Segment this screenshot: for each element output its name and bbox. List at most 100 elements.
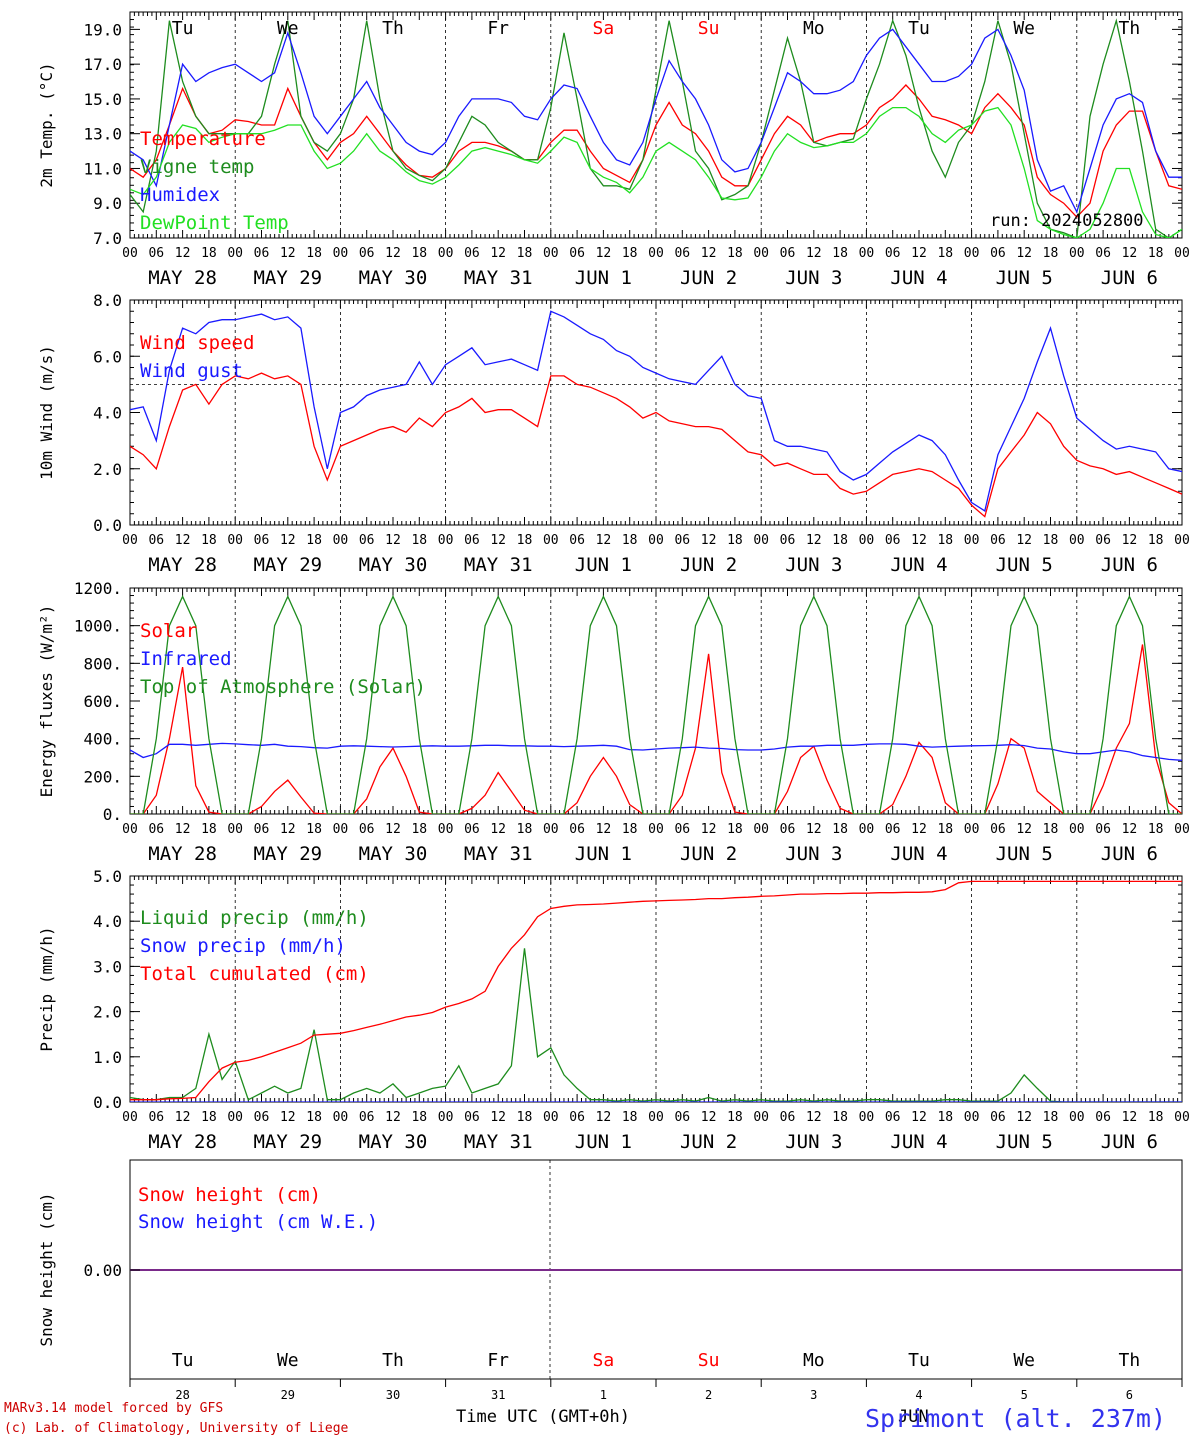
weekday-label: Tu [172, 1350, 194, 1371]
hour-tick-label: 06 [254, 1110, 270, 1125]
day-date-label: JUN 6 [1101, 554, 1158, 576]
hour-tick-label: 18 [306, 1110, 322, 1125]
weekday-label: Mo [803, 1350, 825, 1371]
hour-tick-label: 00 [964, 1110, 980, 1125]
series-line [130, 644, 1182, 814]
hour-tick-label: 06 [464, 246, 480, 261]
weekday-label: We [277, 1350, 299, 1371]
day-date-label: JUN 2 [680, 1131, 737, 1153]
hour-tick-label: 18 [517, 533, 533, 548]
day-number-label: 30 [386, 1388, 400, 1402]
hour-tick-label: 18 [1043, 822, 1059, 837]
hour-tick-label: 06 [674, 533, 690, 548]
hour-tick-label: 00 [964, 246, 980, 261]
hour-tick-label: 06 [148, 246, 164, 261]
hour-tick-label: 18 [622, 533, 638, 548]
hour-tick-label: 18 [727, 246, 743, 261]
hour-tick-label: 00 [753, 822, 769, 837]
legend-entry: Total cumulated (cm) [140, 963, 369, 985]
hour-tick-label: 12 [490, 246, 506, 261]
hour-tick-label: 12 [1122, 822, 1138, 837]
hour-tick-label: 06 [990, 1110, 1006, 1125]
y-tick-label: 11.0 [83, 159, 122, 178]
day-date-label: MAY 30 [359, 843, 428, 865]
y-tick-label: 19.0 [83, 20, 122, 39]
hour-tick-label: 12 [1016, 533, 1032, 548]
hour-tick-label: 06 [780, 1110, 796, 1125]
hour-tick-label: 00 [438, 822, 454, 837]
hour-tick-label: 18 [937, 533, 953, 548]
hour-tick-label: 18 [937, 1110, 953, 1125]
weekday-label: Sa [593, 1350, 615, 1371]
day-date-label: JUN 1 [575, 267, 632, 289]
hour-tick-label: 12 [490, 822, 506, 837]
y-axis-label: Energy fluxes (W/m²) [37, 605, 56, 798]
weekday-label: Th [1119, 1350, 1141, 1371]
y-axis-label: 10m Wind (m/s) [37, 345, 56, 480]
hour-tick-label: 06 [254, 533, 270, 548]
day-number-label: 28 [175, 1388, 189, 1402]
hour-tick-label: 12 [280, 822, 296, 837]
hour-tick-label: 12 [701, 533, 717, 548]
day-date-label: JUN 1 [575, 1131, 632, 1153]
day-date-label: MAY 31 [464, 554, 533, 576]
hour-tick-label: 06 [148, 822, 164, 837]
day-date-label: MAY 29 [253, 1131, 322, 1153]
hour-tick-label: 06 [569, 1110, 585, 1125]
hour-tick-label: 18 [937, 246, 953, 261]
hour-tick-label: 18 [306, 246, 322, 261]
hour-tick-label: 00 [648, 822, 664, 837]
day-date-label: MAY 31 [464, 267, 533, 289]
hour-tick-label: 06 [1095, 246, 1111, 261]
hour-tick-label: 00 [648, 533, 664, 548]
hour-tick-label: 06 [674, 246, 690, 261]
hour-tick-label: 00 [1069, 822, 1085, 837]
weekday-label: Fr [487, 18, 509, 39]
hour-tick-label: 00 [543, 822, 559, 837]
day-date-label: JUN 3 [785, 1131, 842, 1153]
day-date-label: MAY 28 [148, 843, 217, 865]
hour-tick-label: 12 [490, 1110, 506, 1125]
hour-tick-label: 18 [411, 533, 427, 548]
series-line [130, 594, 1182, 814]
hour-tick-label: 18 [201, 533, 217, 548]
legend-entry: Solar [140, 620, 197, 642]
hour-tick-label: 18 [727, 533, 743, 548]
hour-tick-label: 12 [806, 246, 822, 261]
hour-tick-label: 12 [175, 822, 191, 837]
series-line [130, 948, 1182, 1102]
hour-tick-label: 18 [1043, 533, 1059, 548]
legend-entry: Snow height (cm) [138, 1184, 321, 1206]
hour-tick-label: 00 [859, 533, 875, 548]
y-tick-label: 200. [83, 767, 122, 786]
weekday-label: Th [382, 1350, 404, 1371]
day-date-label: MAY 30 [359, 267, 428, 289]
legend-entry: Top of Atmosphere (Solar) [140, 676, 426, 698]
y-tick-label: 4.0 [93, 404, 122, 423]
hour-tick-label: 12 [385, 246, 401, 261]
hour-tick-label: 00 [227, 822, 243, 837]
day-date-label: JUN 5 [996, 554, 1053, 576]
day-date-label: MAY 29 [253, 843, 322, 865]
weekday-label: Th [1119, 18, 1141, 39]
hour-tick-label: 00 [859, 1110, 875, 1125]
hour-tick-label: 12 [280, 1110, 296, 1125]
legend-entry: Infrared [140, 648, 232, 670]
hour-tick-label: 06 [254, 246, 270, 261]
day-date-label: JUN 3 [785, 843, 842, 865]
y-axis-label: Precip (mm/h) [37, 926, 56, 1051]
day-date-label: JUN 6 [1101, 267, 1158, 289]
hour-tick-label: 12 [806, 822, 822, 837]
hour-tick-label: 00 [122, 246, 138, 261]
hour-tick-label: 18 [201, 1110, 217, 1125]
day-date-label: JUN 3 [785, 267, 842, 289]
hour-tick-label: 12 [911, 822, 927, 837]
hour-tick-label: 18 [517, 246, 533, 261]
weekday-label: Tu [908, 18, 930, 39]
weekday-label: We [277, 18, 299, 39]
series-line [130, 106, 1182, 238]
y-tick-label: 15.0 [83, 90, 122, 109]
day-date-label: JUN 2 [680, 267, 737, 289]
hour-tick-label: 00 [122, 822, 138, 837]
